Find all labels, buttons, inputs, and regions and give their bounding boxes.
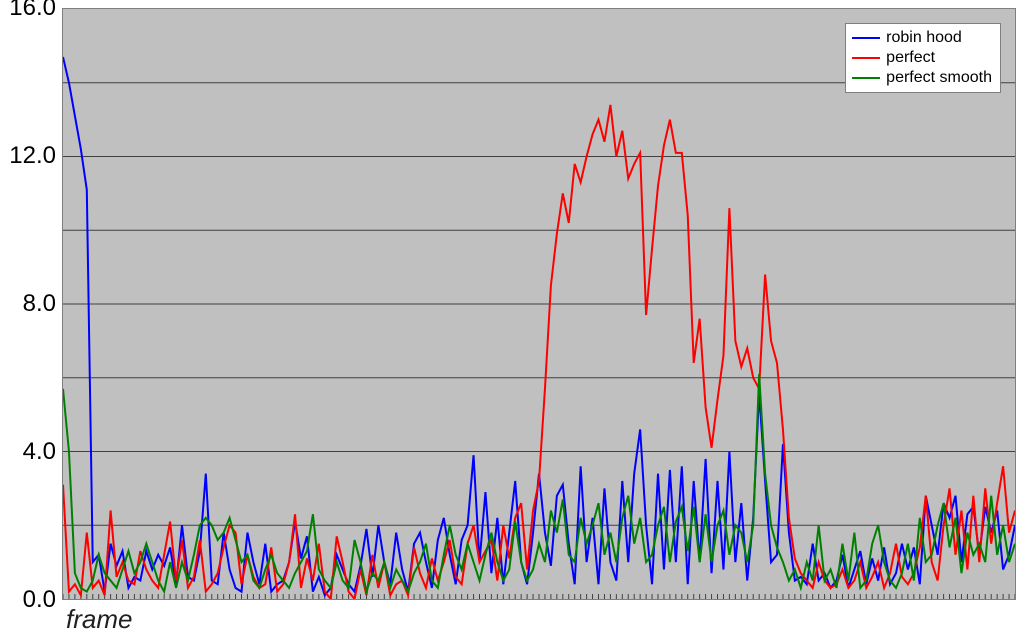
legend-swatch [852, 37, 880, 39]
y-tick-label: 8.0 [23, 290, 56, 318]
line-chart-svg [63, 9, 1015, 599]
legend-label: robin hood [886, 28, 962, 48]
legend-swatch [852, 57, 880, 59]
y-tick-label: 0.0 [23, 586, 56, 614]
legend: robin hoodperfectperfect smooth [845, 23, 1001, 93]
y-axis-labels: 0.04.08.012.016.0 [0, 0, 62, 600]
x-axis-label: frame [66, 604, 132, 635]
legend-item: robin hood [852, 28, 992, 48]
plot-area: robin hoodperfectperfect smooth [62, 8, 1016, 600]
legend-item: perfect smooth [852, 68, 992, 88]
legend-label: perfect smooth [886, 68, 992, 88]
legend-swatch [852, 77, 880, 79]
legend-label: perfect [886, 48, 935, 68]
y-tick-label: 4.0 [23, 438, 56, 466]
chart-container: 0.0 4.0 8.0 12.0 16.0 robin hoodperfectperfe… [0, 0, 1024, 644]
legend-item: perfect [852, 48, 992, 68]
y-tick-label: 16.0 [9, 0, 56, 22]
y-tick-label: 12.0 [9, 142, 56, 170]
